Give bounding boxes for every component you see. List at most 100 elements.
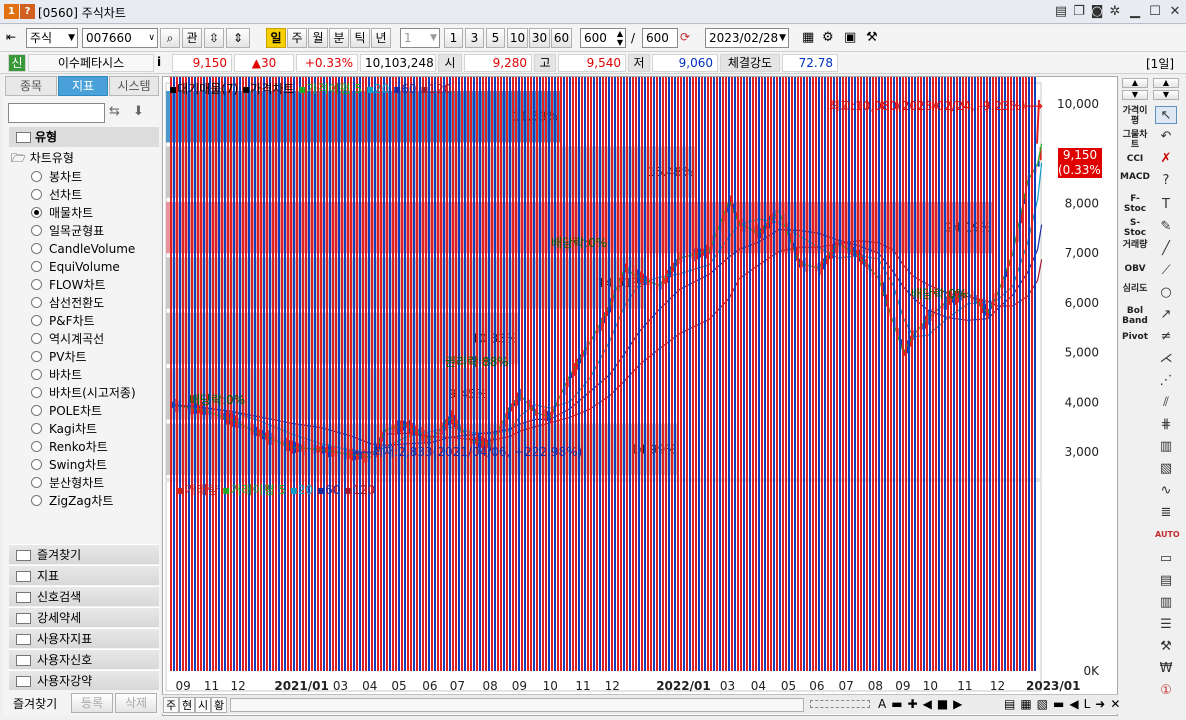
indicator-button[interactable]: Pivot xyxy=(1121,332,1149,342)
chart-icon[interactable]: ▦ xyxy=(802,30,815,45)
chart-type-label[interactable]: PV차트 xyxy=(49,350,87,364)
chart-type-label[interactable]: 일목균형표 xyxy=(49,224,105,238)
price-icon[interactable]: ₩ xyxy=(1159,661,1173,676)
scroll-icon[interactable]: ⇳ xyxy=(204,28,224,48)
chart-type-radio[interactable] xyxy=(31,315,42,326)
chart-type-label[interactable]: 분산형차트 xyxy=(49,476,105,490)
chart-type-radio[interactable] xyxy=(31,297,42,308)
wave-icon[interactable]: ∿ xyxy=(1160,483,1172,498)
drawing-scroll-up-icon[interactable]: ▲ xyxy=(1153,78,1179,88)
chart-type-label[interactable]: Renko차트 xyxy=(49,440,108,454)
indicator-button[interactable]: 가격이평 xyxy=(1122,106,1148,126)
save-icon[interactable]: ▣ xyxy=(844,30,857,45)
minimize-icon[interactable]: ▁ xyxy=(1130,4,1140,19)
layout-icon[interactable]: ▤ xyxy=(1054,4,1068,19)
interval-10-button[interactable]: 10 xyxy=(507,28,528,48)
date-input[interactable]: 2023/02/28 ▼ xyxy=(705,28,789,48)
search-icon[interactable]: ⌕ xyxy=(160,28,180,48)
info-circle-icon[interactable]: ① xyxy=(1160,683,1172,698)
tab-indicators[interactable]: 지표 xyxy=(58,76,108,96)
section-type[interactable]: 유형 xyxy=(9,127,159,147)
tab-stocks[interactable]: 종목 xyxy=(5,76,57,96)
copy-icon[interactable]: ❐ xyxy=(1073,4,1085,19)
register-button[interactable]: 등록 xyxy=(71,693,113,713)
period-month-button[interactable]: 월 xyxy=(308,28,328,48)
chart-type-label[interactable]: 역시계곡선 xyxy=(49,332,105,346)
period-day-button[interactable]: 일 xyxy=(266,28,286,48)
chart-type-label[interactable]: FLOW차트 xyxy=(49,278,106,292)
indicator-button[interactable]: S-Stoc xyxy=(1123,218,1147,238)
maximize-icon[interactable]: ☐ xyxy=(1149,4,1161,19)
price-chart-canvas[interactable]: 14.99%9.45%10.33%14.01%24.19%15.48%11.53… xyxy=(163,77,1119,717)
chart-type-radio[interactable] xyxy=(31,405,42,416)
period-year-button[interactable]: 년 xyxy=(371,28,391,48)
chart-type-group[interactable]: 🗁 차트유형 xyxy=(11,151,74,165)
camera-icon[interactable]: ◙ xyxy=(1090,4,1104,19)
indicator-button[interactable]: 그물차트 xyxy=(1122,130,1148,150)
period-tick-button[interactable]: 틱 xyxy=(350,28,370,48)
chart-type-label[interactable]: P&F차트 xyxy=(49,314,95,328)
chart-area[interactable]: 14.99%9.45%10.33%14.01%24.19%15.48%11.53… xyxy=(162,76,1118,716)
download-icon[interactable]: ⬇ xyxy=(133,104,144,119)
indicator-button[interactable]: 거래량 xyxy=(1122,240,1148,250)
folder-user-signals[interactable]: 사용자신호 xyxy=(9,649,159,669)
chart-type-radio[interactable] xyxy=(31,459,42,470)
prev-stock-icon[interactable]: ⇤ xyxy=(6,30,17,44)
gann-icon[interactable]: ⋌ xyxy=(1159,351,1173,366)
grid-icon[interactable]: ▥ xyxy=(1159,439,1173,454)
chart-type-radio[interactable] xyxy=(31,441,42,452)
auto-icon[interactable]: AUTO xyxy=(1155,530,1180,539)
chart-type-radio[interactable] xyxy=(31,225,42,236)
bottom-btn-current[interactable]: 현 xyxy=(179,697,195,713)
cursor-icon[interactable]: ↖ xyxy=(1155,106,1177,124)
eraser-icon[interactable]: ✎ xyxy=(1160,219,1172,234)
chart-type-label[interactable]: ZigZag차트 xyxy=(49,494,114,508)
chart-type-radio[interactable] xyxy=(31,477,42,488)
chart-scrollbar[interactable] xyxy=(230,698,804,712)
interval-3-button[interactable]: 3 xyxy=(465,28,484,48)
chart-type-label[interactable]: Kagi차트 xyxy=(49,422,98,436)
info-icon[interactable]: i xyxy=(157,55,162,69)
chart-type-label[interactable]: 선차트 xyxy=(49,188,83,202)
indicator-button[interactable]: CCI xyxy=(1126,154,1144,164)
fibo-fan-icon[interactable]: ⋰ xyxy=(1159,373,1173,388)
scroll-down-icon[interactable]: ▼ xyxy=(1122,90,1148,100)
text-icon[interactable]: T xyxy=(1162,197,1170,212)
bottom-btn-week[interactable]: 주 xyxy=(163,697,179,713)
indicator-search-input[interactable] xyxy=(8,103,105,123)
period-week-button[interactable]: 주 xyxy=(287,28,307,48)
indicator-button[interactable]: MACD xyxy=(1120,172,1150,182)
related-button[interactable]: 관 xyxy=(182,28,202,48)
line-icon[interactable]: ⟋ xyxy=(1161,263,1171,278)
close-icon[interactable]: ✕ xyxy=(1169,4,1181,19)
chart-type-radio[interactable] xyxy=(31,495,42,506)
market-select[interactable]: 주식 ▼ xyxy=(26,28,78,48)
interval-1-button[interactable]: 1 xyxy=(444,28,463,48)
chart-type-label[interactable]: 바차트(시고저종) xyxy=(49,386,136,400)
folder-favorites[interactable]: 즐겨찾기 xyxy=(9,544,159,564)
folder-strength[interactable]: 강세약세 xyxy=(9,607,159,627)
indicator-button[interactable]: Bol Band xyxy=(1122,306,1148,326)
bottom-btn-status[interactable]: 황 xyxy=(211,697,227,713)
interval-30-button[interactable]: 30 xyxy=(529,28,550,48)
help-icon[interactable]: ? xyxy=(20,4,35,19)
chart-type-radio[interactable] xyxy=(31,243,42,254)
interval-60-button[interactable]: 60 xyxy=(551,28,572,48)
chart-type-radio[interactable] xyxy=(31,207,42,218)
chart-nav-icons[interactable]: A▬✚◀■▶ xyxy=(878,697,968,711)
interval-5-button[interactable]: 5 xyxy=(486,28,505,48)
chart-type-label[interactable]: CandleVolume xyxy=(49,242,136,256)
circle-icon[interactable]: ○ xyxy=(1160,285,1172,300)
delete-all-icon[interactable]: ✗ xyxy=(1160,151,1172,166)
updown-icon[interactable]: ⇕ xyxy=(226,28,250,48)
indicator-button[interactable]: OBV xyxy=(1124,264,1146,274)
code-input[interactable]: 007660 ∨ xyxy=(82,28,158,48)
chart-type-radio[interactable] xyxy=(31,279,42,290)
question-icon[interactable]: ? xyxy=(1162,173,1170,188)
channel-icon[interactable]: ≠ xyxy=(1160,329,1172,344)
arrow-icon[interactable]: ↗ xyxy=(1160,307,1172,322)
chart-type-radio[interactable] xyxy=(31,351,42,362)
refresh-icon[interactable]: ⟳ xyxy=(680,30,691,44)
chart-type-label[interactable]: 바차트 xyxy=(49,368,83,382)
interval-select[interactable]: 1 ▼ xyxy=(400,28,440,48)
